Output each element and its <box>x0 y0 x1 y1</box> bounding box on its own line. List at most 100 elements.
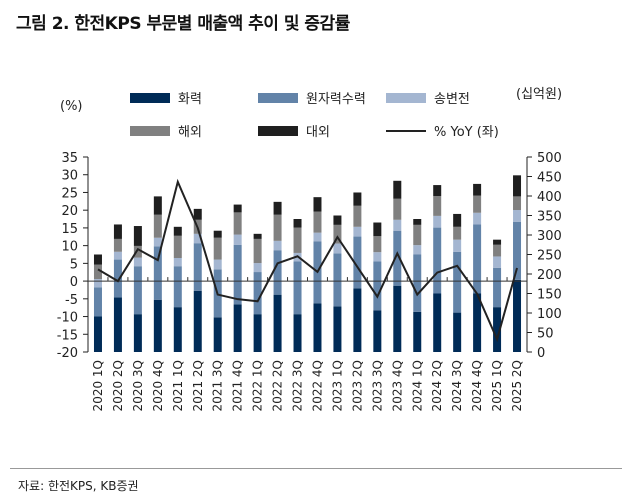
bar-segment-화력 <box>253 314 262 352</box>
bar-segment-송변전 <box>193 233 202 244</box>
bar-segment-원자력수력 <box>113 259 122 298</box>
bar-segment-송변전 <box>453 239 462 252</box>
bar-segment-해외 <box>213 237 222 260</box>
bar-segment-대외 <box>273 201 282 215</box>
bar-segment-해외 <box>253 238 262 264</box>
bar-segment-원자력수력 <box>513 221 522 280</box>
right-tick-label: 350 <box>537 210 562 225</box>
legend-label: 원자력수력 <box>306 92 366 107</box>
legend-label: 화력 <box>178 92 202 107</box>
bar-segment-대외 <box>173 226 182 236</box>
bar-segment-해외 <box>153 214 162 238</box>
left-tick-label: -10 <box>57 311 78 326</box>
bar-segment-해외 <box>453 226 462 240</box>
bar-segment-대외 <box>453 213 462 227</box>
category-label: 2024 4Q <box>470 360 484 411</box>
bar-segment-해외 <box>513 196 522 211</box>
bar-segment-해외 <box>373 236 382 253</box>
bar-segment-원자력수력 <box>233 244 242 305</box>
chart-title: 그림 2. 한전KPS 부문별 매출액 추이 및 증감률 <box>16 14 350 34</box>
category-label: 2022 2Q <box>271 360 285 411</box>
bar-segment-해외 <box>113 238 122 252</box>
bar-segment-원자력수력 <box>493 267 502 308</box>
chart: -20-15-10-505101520253035050100150200250… <box>57 87 562 411</box>
legend-label: 대외 <box>306 125 330 140</box>
bar-segment-원자력수력 <box>273 250 282 295</box>
category-label: 2024 3Q <box>450 360 464 411</box>
legend-label: % YoY (좌) <box>434 125 499 140</box>
bar-segment-대외 <box>93 254 102 265</box>
category-label: 2022 1Q <box>251 360 265 411</box>
left-tick-label: 0 <box>70 275 78 290</box>
bar-segment-송변전 <box>473 212 482 225</box>
bar-segment-해외 <box>133 245 142 258</box>
bar-segment-송변전 <box>433 215 442 228</box>
bar-segment-대외 <box>473 183 482 196</box>
bar-segment-해외 <box>473 195 482 213</box>
bar-segment-화력 <box>513 279 522 352</box>
bar-segment-해외 <box>393 198 402 220</box>
bar-segment-화력 <box>233 304 242 352</box>
bar-segment-화력 <box>273 294 282 352</box>
category-label: 2021 3Q <box>211 360 225 411</box>
bar-segment-원자력수력 <box>173 266 182 308</box>
bar-segment-송변전 <box>313 232 322 242</box>
bar-segment-송변전 <box>493 256 502 268</box>
bar-segment-대외 <box>333 215 342 225</box>
right-tick-label: 150 <box>537 288 562 303</box>
bar-segment-대외 <box>413 219 422 225</box>
right-tick-label: 0 <box>537 346 545 361</box>
bar-segment-대외 <box>353 192 362 206</box>
category-label: 2023 1Q <box>330 360 344 411</box>
left-tick-label: -5 <box>65 293 78 308</box>
bar-segment-원자력수력 <box>473 224 482 294</box>
legend-label: 송변전 <box>434 92 470 107</box>
right-axis-unit: (십억원) <box>516 87 562 102</box>
bar-segment-화력 <box>173 307 182 352</box>
bar-segment-대외 <box>293 219 302 228</box>
bar-segment-화력 <box>473 293 482 352</box>
category-label: 2021 1Q <box>171 360 185 411</box>
bar-segment-송변전 <box>353 226 362 237</box>
bar-segment-송변전 <box>173 258 182 267</box>
bar-segment-해외 <box>413 224 422 246</box>
left-axis-unit: (%) <box>60 99 83 114</box>
bar-segment-송변전 <box>93 279 102 288</box>
bar-segment-해외 <box>493 244 502 257</box>
bar-segment-원자력수력 <box>293 261 302 315</box>
right-tick-label: 500 <box>537 151 562 166</box>
bar-segment-해외 <box>233 212 242 235</box>
left-tick-label: 35 <box>61 151 78 166</box>
bar-segment-대외 <box>513 175 522 197</box>
bar-segment-화력 <box>313 303 322 352</box>
bar-segment-화력 <box>113 297 122 352</box>
bar-segment-대외 <box>133 226 142 246</box>
category-label: 2022 3Q <box>291 360 305 411</box>
category-label: 2024 1Q <box>410 360 424 411</box>
bar-segment-대외 <box>113 224 122 239</box>
bar-segment-화력 <box>193 290 202 352</box>
bar-segment-원자력수력 <box>393 230 402 286</box>
bar-segment-원자력수력 <box>453 251 462 313</box>
right-tick-label: 50 <box>537 327 554 342</box>
category-label: 2025 2Q <box>510 360 524 411</box>
left-tick-label: 20 <box>61 204 78 219</box>
bar-segment-화력 <box>373 310 382 352</box>
yoy-line <box>97 178 518 343</box>
legend-swatch <box>130 93 170 103</box>
left-tick-label: 30 <box>61 169 78 184</box>
category-label: 2020 1Q <box>91 360 105 411</box>
bar-segment-화력 <box>353 288 362 352</box>
bar-segment-대외 <box>393 180 402 199</box>
bar-segment-해외 <box>273 214 282 241</box>
bar-segment-화력 <box>393 285 402 352</box>
bar-segment-대외 <box>313 197 322 212</box>
bar-segment-송변전 <box>273 240 282 251</box>
left-tick-label: 5 <box>70 257 78 272</box>
right-tick-label: 200 <box>537 268 562 283</box>
bar-segment-화력 <box>413 311 422 352</box>
bar-segment-화력 <box>433 293 442 352</box>
bar-segment-송변전 <box>373 252 382 262</box>
bar-segment-해외 <box>353 205 362 227</box>
